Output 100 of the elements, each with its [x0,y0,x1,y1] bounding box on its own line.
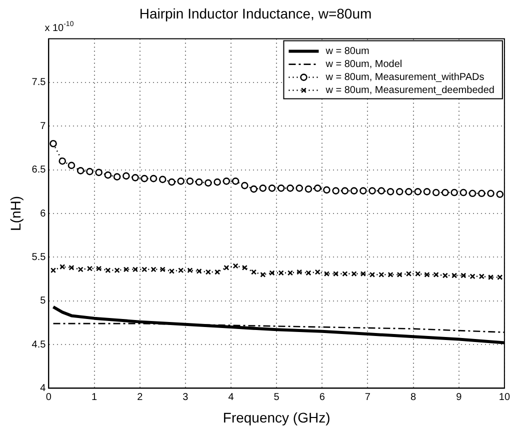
point [186,178,194,185]
point [104,171,112,179]
point [96,266,102,272]
point [68,162,76,170]
point [350,187,358,194]
point [396,188,404,196]
point [460,188,468,196]
point [105,268,111,274]
point [324,271,330,277]
point [351,271,357,277]
point [251,269,257,275]
point [178,268,184,274]
point [132,174,139,182]
y-tick-label: 6 [40,208,46,220]
point [370,272,376,278]
x-tick-label: 2 [137,392,144,403]
point [68,264,74,270]
point [415,271,421,277]
point [95,168,102,176]
x-tick-label: 8 [410,392,417,403]
point [341,187,349,194]
point [432,188,440,196]
legend-label: w = 80um [324,46,370,58]
point [160,266,166,272]
point [50,140,57,148]
point [122,172,130,180]
point [204,179,212,187]
y-tick-label: 6.5 [32,164,46,176]
legend-label: w = 80um, Model [324,59,402,70]
point [286,184,294,192]
point [360,271,366,277]
point [259,184,267,192]
point [123,266,129,272]
x-tick-label: 1 [91,392,98,403]
point [414,188,422,196]
point [314,184,322,192]
y-tick-label: 5 [40,296,46,307]
point [287,270,294,276]
x-tick-label: 6 [319,392,326,403]
y-tick-label: 5.5 [32,252,46,263]
point [187,268,193,274]
y-axis-title: L(nH) [7,196,24,232]
point [360,187,367,194]
point [368,187,376,194]
point [396,272,402,278]
y-tick-label: 4 [40,382,46,394]
point [150,174,158,182]
point [222,178,230,185]
point [306,270,312,276]
point [460,272,466,278]
point [269,270,275,276]
point [78,266,84,272]
point [452,272,458,278]
point [424,272,430,278]
point [142,266,148,272]
point [132,266,138,272]
point [58,157,66,165]
point [278,270,284,276]
point [378,272,384,278]
point [214,269,220,275]
x-tick-label: 7 [364,392,371,403]
point [296,269,302,275]
x-tick-label: 3 [182,392,189,403]
y-tick-label: 7.5 [32,77,46,88]
point [442,188,449,196]
point [496,190,504,198]
point [405,188,412,196]
x-tick-label: 4 [228,392,234,403]
point [433,272,439,278]
point [260,272,266,278]
x-tick-label: 10 [498,392,510,403]
point [277,184,285,192]
point [323,186,330,194]
point [333,271,339,277]
point [86,266,92,272]
point [497,274,503,280]
point [450,188,458,196]
x-tick-label: 9 [456,392,462,403]
point [86,168,94,176]
point [332,187,340,194]
point [150,266,156,272]
point [113,173,121,180]
point [241,182,248,190]
y-tick-label: 7 [40,120,46,132]
point [386,188,394,196]
point [50,268,56,274]
point [478,190,486,198]
point [177,178,185,185]
point [214,178,221,186]
point [232,178,240,185]
point [342,271,348,277]
point [314,269,320,275]
x-tick-label: 5 [274,392,280,403]
point [168,268,175,274]
point [487,190,494,198]
point [470,274,476,280]
point [168,178,176,186]
point [388,272,394,278]
point [76,167,84,174]
point [60,264,66,270]
